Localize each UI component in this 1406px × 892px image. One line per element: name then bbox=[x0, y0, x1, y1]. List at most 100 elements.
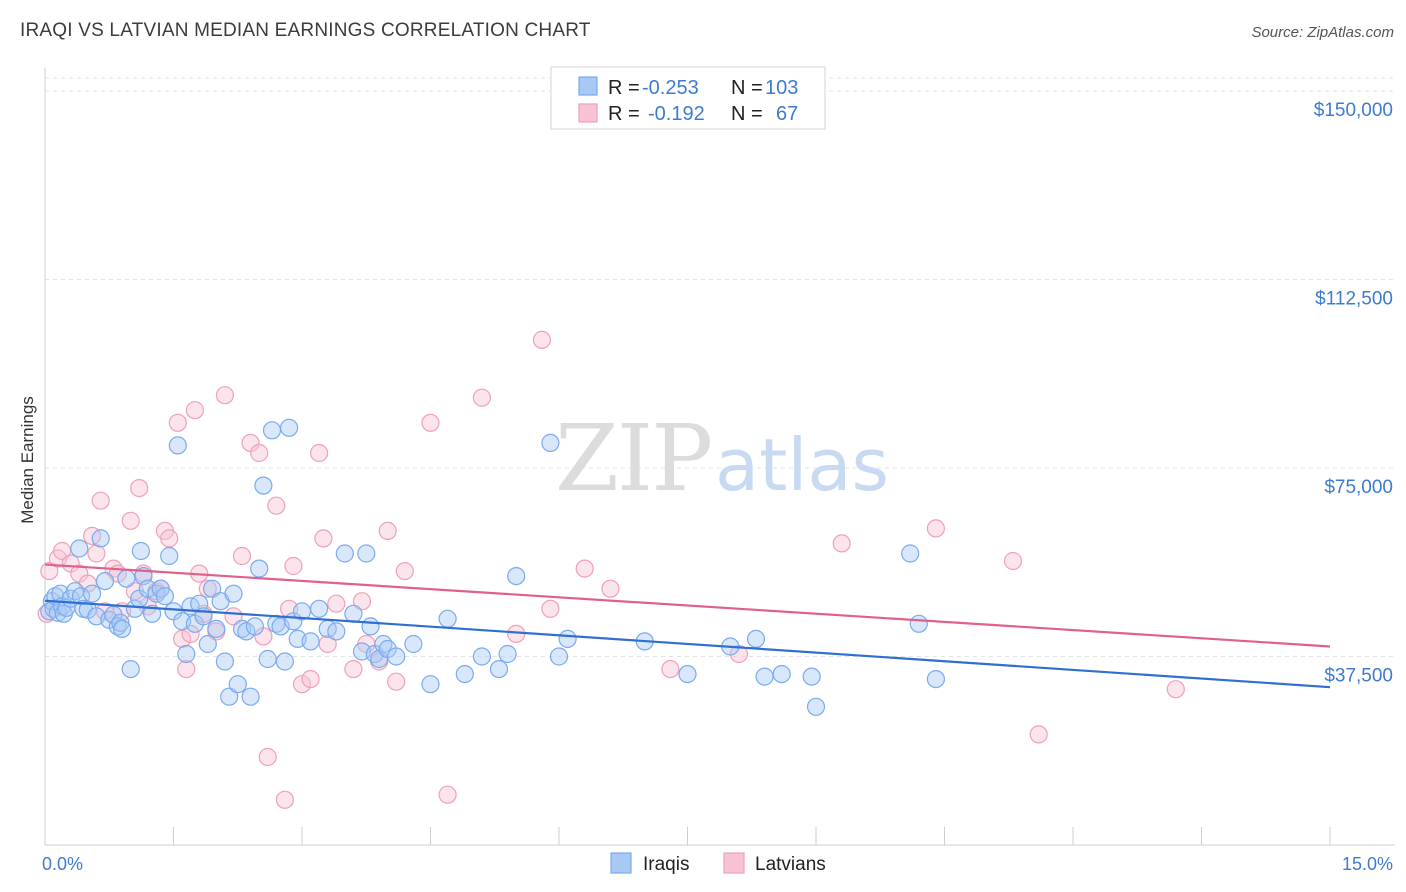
iraqis-point-53 bbox=[237, 622, 256, 641]
latvians-point-70 bbox=[1166, 680, 1185, 699]
latvians-point-36 bbox=[250, 443, 269, 463]
watermark: ZIP atlas bbox=[555, 405, 889, 512]
y-tick-label-1: $75,000 bbox=[1324, 477, 1393, 498]
legend-r-value-1: -0.253 bbox=[642, 77, 699, 99]
iraqis-point-87 bbox=[498, 644, 517, 664]
iraqis-point-46 bbox=[207, 619, 226, 639]
iraqis-point-35 bbox=[160, 546, 179, 566]
iraqis-point-62 bbox=[275, 652, 294, 671]
iraqis-point-57 bbox=[254, 476, 273, 495]
iraqis-point-88 bbox=[507, 566, 526, 586]
latvians-point-62 bbox=[575, 559, 594, 578]
latvians-point-54 bbox=[387, 672, 406, 691]
iraqis-point-101 bbox=[909, 614, 928, 633]
latvians-series bbox=[37, 330, 1185, 809]
iraqis-point-93 bbox=[678, 664, 697, 684]
iraqis-point-90 bbox=[549, 647, 569, 666]
iraqis-point-37 bbox=[168, 436, 187, 455]
iraqis-point-71 bbox=[335, 544, 354, 563]
latvians-point-60 bbox=[532, 330, 552, 349]
iraqis-point-82 bbox=[421, 675, 440, 694]
latvians-point-39 bbox=[267, 496, 286, 515]
latvians-point-24 bbox=[173, 629, 192, 649]
latvians-point-8 bbox=[87, 544, 106, 563]
iraqis-point-45 bbox=[203, 579, 222, 598]
latvians-point-16 bbox=[130, 479, 149, 498]
iraqis-point-83 bbox=[438, 609, 457, 628]
iraqis-point-75 bbox=[361, 617, 380, 636]
legend-swatch-latvians bbox=[578, 103, 598, 123]
iraqis-point-98 bbox=[802, 667, 821, 686]
iraqis-point-68 bbox=[310, 599, 329, 618]
y-axis-title: Median Earnings bbox=[18, 396, 37, 524]
bottom-legend-label-iraqis: Iraqis bbox=[643, 854, 689, 875]
iraqis-trend-line bbox=[44, 599, 1331, 689]
latvians-point-43 bbox=[292, 675, 312, 694]
iraqis-point-56 bbox=[250, 559, 269, 578]
iraqis-point-102 bbox=[926, 669, 946, 689]
y-tick-label-3: $150,000 bbox=[1314, 100, 1393, 121]
iraqis-point-54 bbox=[241, 687, 260, 706]
latvians-point-14 bbox=[121, 511, 140, 530]
iraqis-point-28 bbox=[131, 541, 150, 561]
legend-n-value-1: 103 bbox=[765, 77, 798, 99]
iraqis-point-55 bbox=[245, 617, 264, 636]
watermark-atlas: atlas bbox=[715, 423, 889, 507]
iraqis-point-31 bbox=[143, 604, 162, 623]
latvians-point-25 bbox=[177, 659, 196, 679]
latvians-point-38 bbox=[258, 747, 277, 767]
iraqis-point-81 bbox=[404, 634, 423, 654]
latvians-point-63 bbox=[601, 579, 620, 598]
legend-r-label-2: R = bbox=[608, 103, 640, 125]
latvians-point-69 bbox=[1029, 725, 1048, 744]
iraqis-point-86 bbox=[489, 659, 509, 679]
x-tick-label-0: 0.0% bbox=[42, 854, 83, 874]
bottom-legend-label-latvians: Latvians bbox=[755, 854, 826, 875]
latvians-point-66 bbox=[832, 534, 851, 553]
iraqis-point-89 bbox=[541, 433, 560, 452]
iraqis-point-17 bbox=[91, 529, 110, 548]
latvians-point-58 bbox=[472, 388, 491, 407]
bottom-legend-swatch-iraqis bbox=[610, 852, 632, 874]
iraqis-point-30 bbox=[138, 579, 157, 598]
x-tick-label-1: 15.0% bbox=[1342, 854, 1393, 874]
latvians-point-57 bbox=[438, 785, 457, 804]
y-tick-labels: $37,500 $75,000 $112,500 $150,000 bbox=[1314, 100, 1393, 686]
correlation-legend: R = -0.253 N = 103 R = -0.192 N = 67 bbox=[550, 66, 826, 130]
latvians-point-61 bbox=[541, 599, 560, 618]
latvians-point-55 bbox=[395, 561, 414, 581]
latvians-point-1 bbox=[40, 561, 59, 581]
latvians-point-23 bbox=[168, 413, 187, 432]
bottom-legend-swatch-latvians bbox=[723, 852, 745, 874]
legend-n-label-2: N = bbox=[731, 103, 763, 125]
iraqis-point-100 bbox=[901, 544, 920, 563]
legend-r-label-1: R = bbox=[608, 77, 640, 99]
iraqis-point-48 bbox=[215, 652, 234, 671]
iraqis-point-70 bbox=[327, 622, 346, 641]
latvians-point-67 bbox=[926, 519, 946, 538]
iraqis-point-51 bbox=[228, 675, 247, 694]
latvians-point-64 bbox=[661, 659, 680, 679]
chart-title: IRAQI VS LATVIAN MEDIAN EARNINGS CORRELA… bbox=[20, 20, 591, 41]
latvians-point-40 bbox=[275, 790, 294, 809]
iraqis-point-39 bbox=[177, 644, 196, 664]
latvians-point-49 bbox=[344, 659, 363, 679]
iraqis-point-26 bbox=[125, 599, 144, 618]
iraqis-point-96 bbox=[755, 667, 774, 686]
iraqis-point-18 bbox=[95, 571, 115, 591]
iraqis-point-85 bbox=[472, 647, 491, 666]
iraqis-point-59 bbox=[262, 421, 282, 440]
iraqis-point-95 bbox=[746, 629, 766, 649]
y-tick-label-0: $37,500 bbox=[1324, 666, 1393, 687]
legend-r-value-2: -0.192 bbox=[648, 103, 705, 125]
latvians-point-56 bbox=[421, 413, 440, 432]
iraqis-point-74 bbox=[357, 544, 376, 563]
latvians-point-44 bbox=[301, 669, 320, 689]
latvians-point-22 bbox=[160, 529, 179, 548]
iraqis-point-67 bbox=[301, 632, 320, 651]
iraqis-point-91 bbox=[558, 629, 577, 649]
x-tick-labels: 0.0% 15.0% bbox=[42, 854, 1393, 874]
axes bbox=[44, 68, 1395, 846]
iraqis-point-34 bbox=[155, 587, 174, 606]
